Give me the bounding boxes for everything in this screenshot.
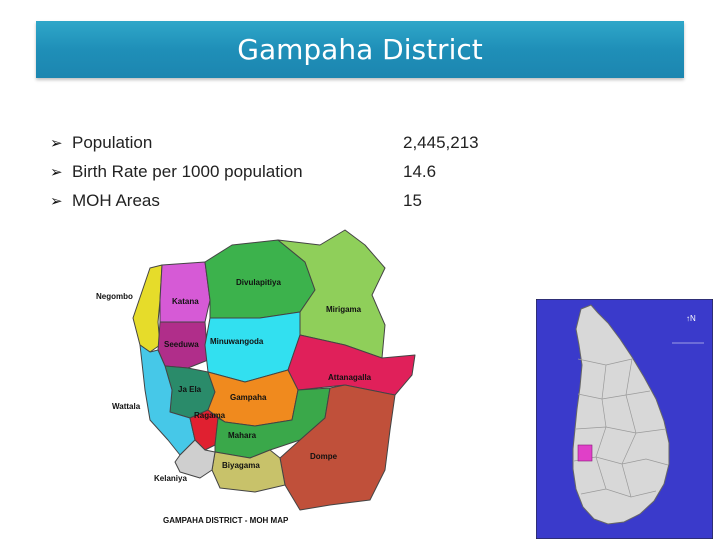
- sri-lanka-landmass: [572, 304, 670, 525]
- label-kelaniya: Kelaniya: [154, 474, 187, 483]
- stat-value-moh-areas: 15: [403, 190, 422, 210]
- district-boundary: [595, 364, 607, 490]
- label-mahara: Mahara: [228, 431, 257, 440]
- stat-value-birth-rate: 14.6: [403, 161, 437, 181]
- page-title: Gampaha District: [237, 33, 483, 66]
- label-dompe: Dompe: [310, 452, 338, 461]
- label-gampaha: Gampaha: [230, 393, 267, 402]
- area-kelaniya: [174, 439, 216, 479]
- label-ragama: Ragama: [194, 411, 226, 420]
- label-biyagama: Biyagama: [222, 461, 260, 470]
- arrow-bullet-icon: ➢: [50, 134, 63, 152]
- district-boundary: [580, 488, 657, 498]
- stats-labels: ➢ Population ➢ Birth Rate per 1000 popul…: [50, 128, 303, 215]
- map-caption: GAMPAHA DISTRICT - MOH MAP: [163, 516, 289, 525]
- title-banner: Gampaha District: [36, 21, 684, 78]
- area-negombo: [132, 264, 163, 353]
- stats-values: 2,445,213 14.6 15: [403, 128, 479, 215]
- label-wattala: Wattala: [112, 402, 141, 411]
- district-boundary: [621, 358, 637, 498]
- area-mirigama: [277, 229, 386, 359]
- label-negombo: Negombo: [96, 292, 133, 301]
- label-minuwangoda: Minuwangoda: [210, 337, 264, 346]
- label-divulapitiya: Divulapitiya: [236, 278, 281, 287]
- sri-lanka-locator-map: ↑N: [536, 299, 713, 539]
- stat-label: MOH Areas: [72, 190, 160, 210]
- label-mirigama: Mirigama: [326, 305, 362, 314]
- stat-row-moh-areas: ➢ MOH Areas: [50, 186, 303, 215]
- arrow-bullet-icon: ➢: [50, 192, 63, 210]
- area-biyagama: [211, 449, 286, 493]
- label-katana: Katana: [172, 297, 199, 306]
- label-ja-ela: Ja Ela: [178, 385, 202, 394]
- label-attanagalla: Attanagalla: [328, 373, 372, 382]
- stat-label: Birth Rate per 1000 population: [72, 161, 303, 181]
- area-dompe: [279, 384, 396, 511]
- district-boundary: [577, 390, 651, 400]
- stat-row-population: ➢ Population: [50, 128, 303, 157]
- area-katana: [159, 261, 211, 323]
- gampaha-highlight: [577, 444, 593, 462]
- north-arrow-icon: ↑N: [686, 314, 696, 323]
- stat-value-population: 2,445,213: [403, 132, 479, 152]
- district-boundary: [575, 426, 667, 434]
- label-seeduwa: Seeduwa: [164, 340, 199, 349]
- stat-row-birth-rate: ➢ Birth Rate per 1000 population: [50, 157, 303, 186]
- arrow-bullet-icon: ➢: [50, 163, 63, 181]
- stat-label: Population: [72, 132, 153, 152]
